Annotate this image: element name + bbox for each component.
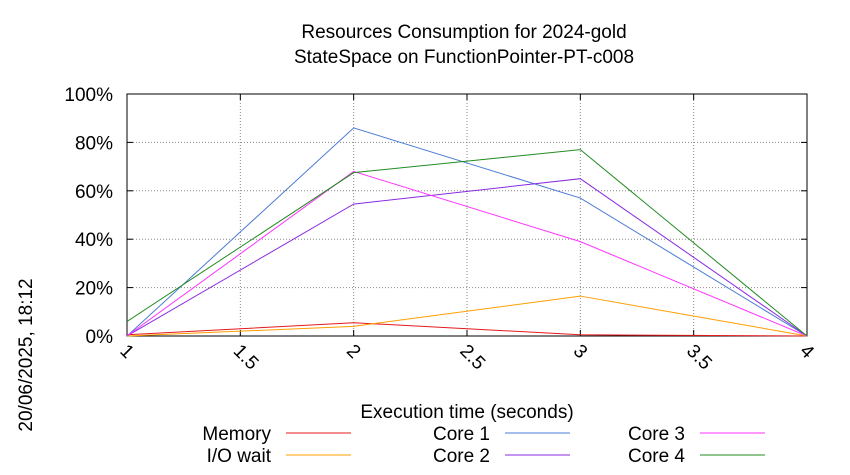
x-tick-label: 3 <box>569 341 591 363</box>
series-line-core-2 <box>126 178 808 337</box>
legend-label-core-3: Core 3 <box>628 424 685 445</box>
y-tick-label: 0% <box>86 327 114 348</box>
x-axis-label: Execution time (seconds) <box>360 402 573 423</box>
data-series <box>126 127 808 337</box>
chart-title-line2: StateSpace on FunctionPointer-PT-c008 <box>294 47 634 68</box>
series-line-core-3 <box>126 170 808 337</box>
series-line-i-o-wait <box>126 295 808 337</box>
legend-label-core-2: Core 2 <box>433 446 490 467</box>
legend-label-core-4: Core 4 <box>628 446 685 467</box>
series-line-core-4 <box>126 149 808 337</box>
axes: 0% 20% 40% 60% 80% 100% 1 1.5 2 2.5 3 3.5 4 <box>64 85 818 374</box>
timestamp-label: 20/06/2025, 18:12 <box>16 278 37 431</box>
series-line-core-1 <box>126 127 808 337</box>
plot-frame <box>126 93 808 337</box>
chart-title-line1: Resources Consumption for 2024-gold <box>301 22 626 43</box>
y-tick-label: 80% <box>75 133 113 154</box>
y-tick-label: 40% <box>75 230 113 251</box>
y-tick-label: 60% <box>75 182 113 203</box>
x-tick-label: 1 <box>115 341 137 363</box>
legend-label-memory: Memory <box>202 424 271 445</box>
legend-label-core-1: Core 1 <box>433 424 490 445</box>
x-tick-label: 1.5 <box>229 341 263 375</box>
x-tick-label: 4 <box>795 341 818 364</box>
grid <box>127 94 807 336</box>
series-line-memory <box>126 322 808 337</box>
legend-label-i-o-wait: I/O wait <box>207 446 272 467</box>
x-tick-label: 3.5 <box>682 341 716 375</box>
x-tick-label: 2.5 <box>455 341 489 375</box>
y-tick-label: 20% <box>75 279 113 300</box>
x-tick-label: 2 <box>342 341 364 363</box>
y-tick-label: 100% <box>64 85 113 106</box>
